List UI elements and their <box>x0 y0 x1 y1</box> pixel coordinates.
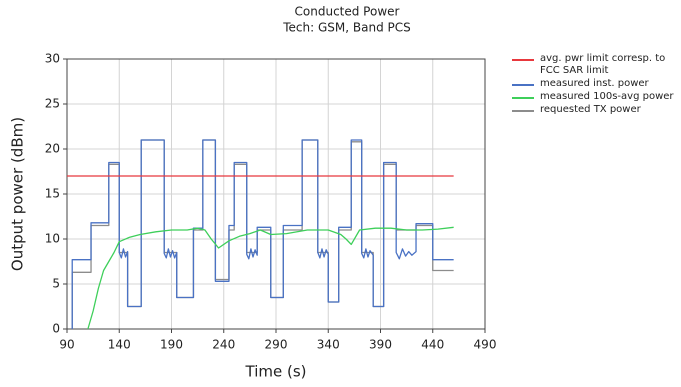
x-axis-label: Time (s) <box>245 363 307 381</box>
x-tick-label: 240 <box>212 338 235 352</box>
y-tick-label: 30 <box>45 52 60 66</box>
y-axis-label: Output power (dBm) <box>9 117 27 271</box>
legend-label: measured inst. power <box>540 78 649 89</box>
legend-label: requested TX power <box>540 104 641 115</box>
y-tick-label: 15 <box>45 187 60 201</box>
y-tick-label: 5 <box>52 277 60 291</box>
chart-subtitle: Tech: GSM, Band PCS <box>282 21 411 35</box>
legend-entry: measured 100s-avg power <box>512 91 680 103</box>
legend: avg. pwr limit corresp. to FCC SAR limit… <box>512 53 680 117</box>
legend-entry: avg. pwr limit corresp. to FCC SAR limit <box>512 53 680 77</box>
x-tick-label: 490 <box>474 338 497 352</box>
legend-swatch <box>512 97 534 99</box>
legend-swatch <box>512 110 534 112</box>
chart-title: Conducted Power <box>295 5 400 19</box>
x-tick-label: 90 <box>59 338 74 352</box>
y-tick-label: 0 <box>52 322 60 336</box>
x-tick-label: 390 <box>369 338 392 352</box>
x-tick-label: 140 <box>108 338 131 352</box>
y-tick-label: 10 <box>45 232 60 246</box>
plot-frame <box>66 58 486 330</box>
y-tick-label: 25 <box>45 97 60 111</box>
legend-entry: requested TX power <box>512 104 680 116</box>
legend-entry: measured inst. power <box>512 78 680 90</box>
series-line <box>87 226 454 330</box>
x-tick-label: 340 <box>317 338 340 352</box>
x-tick-label: 290 <box>265 338 288 352</box>
x-tick-label: 190 <box>160 338 183 352</box>
legend-swatch <box>512 59 534 61</box>
x-tick-label: 440 <box>421 338 444 352</box>
legend-label: avg. pwr limit corresp. to FCC SAR limit <box>540 53 666 76</box>
y-tick-label: 20 <box>45 142 60 156</box>
legend-label: measured 100s-avg power <box>540 91 674 102</box>
legend-swatch <box>512 84 534 86</box>
series-line <box>71 139 454 329</box>
